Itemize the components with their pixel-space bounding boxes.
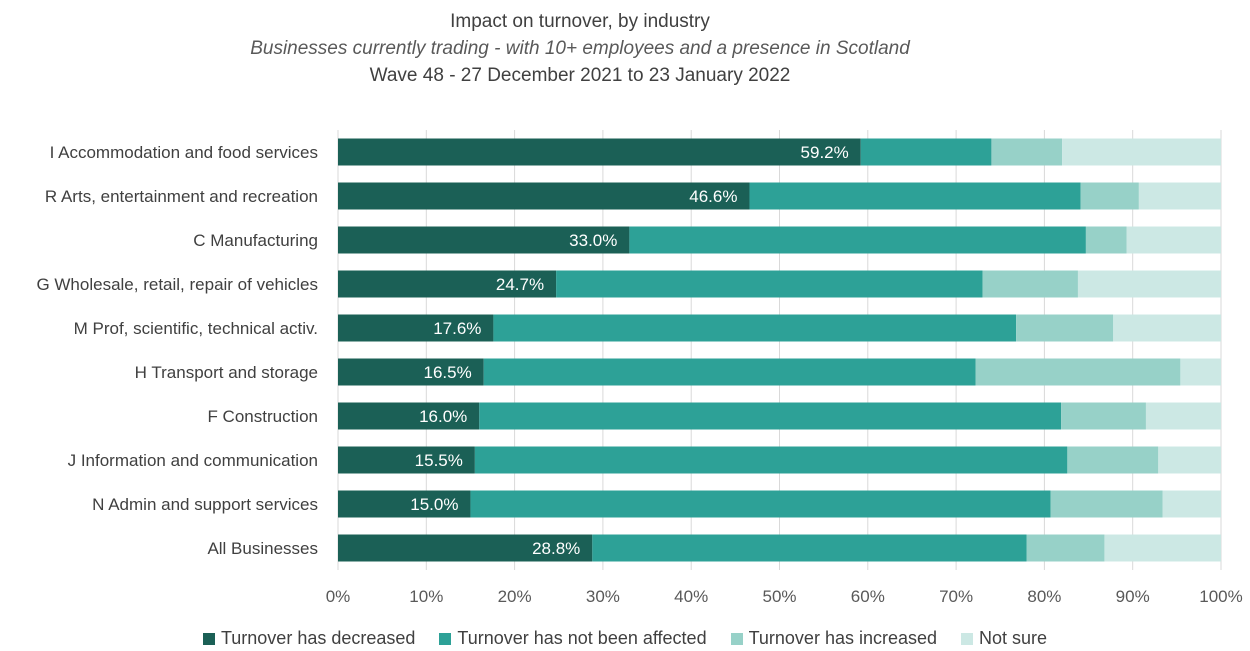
bar-segment [338,534,593,562]
bar-segment [1067,446,1159,474]
category-label: I Accommodation and food services [50,143,318,162]
bar-segment [479,402,1062,430]
bar-segment [483,358,976,386]
legend-label: Turnover has not been affected [457,628,707,648]
x-tick-label: 80% [1027,587,1061,606]
bar-segment [1085,226,1127,254]
category-label: C Manufacturing [193,231,318,250]
x-tick-label: 90% [1116,587,1150,606]
bar-segment [860,138,992,166]
category-label: J Information and communication [68,451,318,470]
bar-segment [991,138,1063,166]
x-tick-label: 20% [498,587,532,606]
legend-swatch [439,632,452,645]
category-label: G Wholesale, retail, repair of vehicles [36,275,318,294]
chart-subtitle: Businesses currently trading - with 10+ … [250,38,910,59]
chart-title: Impact on turnover, by industry [450,11,710,32]
bar-segment [1138,182,1221,210]
bar-segment [338,490,471,518]
legend-item: Not sure [961,628,1047,649]
bar-segment [1104,534,1221,562]
data-label: 33.0% [569,231,617,250]
x-tick-label: 60% [851,587,885,606]
bar-segment [749,182,1081,210]
data-label: 59.2% [801,143,849,162]
legend-swatch [730,632,743,645]
bar-segment [1113,314,1221,342]
x-tick-label: 10% [409,587,443,606]
bar-segment [1062,138,1221,166]
bar-segment [1061,402,1146,430]
bar-segment [338,226,630,254]
category-label: H Transport and storage [135,363,318,382]
bar-segment [338,138,861,166]
bar-segment [982,270,1078,298]
bar-segment [629,226,1086,254]
data-label: 16.5% [423,363,471,382]
bar-segment [1162,490,1221,518]
legend-item: Turnover has increased [730,628,938,649]
data-label: 15.0% [410,495,458,514]
x-tick-label: 100% [1199,587,1242,606]
x-tick-label: 70% [939,587,973,606]
bar-segment [1180,358,1221,386]
legend-label: Turnover has increased [748,628,938,648]
data-label: 17.6% [433,319,481,338]
bar-segment [338,270,557,298]
bar-segment [1026,534,1105,562]
legend-item: Turnover has decreased [202,628,416,649]
category-label: F Construction [207,407,318,426]
bar-segment [1145,402,1221,430]
data-label: 15.5% [415,451,463,470]
bar-segment [1080,182,1139,210]
legend-label: Not sure [979,628,1048,648]
bar-segment [338,314,494,342]
bar-segment [1077,270,1221,298]
x-tick-label: 30% [586,587,620,606]
bar-segment [1126,226,1221,254]
legend-label: Turnover has decreased [220,628,416,648]
bar-segment [338,446,475,474]
legend-swatch [202,632,215,645]
bar-segment [338,402,480,430]
legend-item: Turnover has not been affected [439,628,707,649]
legend-swatch [961,632,974,645]
category-label: M Prof, scientific, technical activ. [74,319,318,338]
bar-segment [470,490,1051,518]
data-label: 46.6% [689,187,737,206]
bar-segment [338,182,750,210]
bar-segment [556,270,983,298]
bar-segment [592,534,1027,562]
bar-segment [1158,446,1221,474]
data-label: 24.7% [496,275,544,294]
category-label: R Arts, entertainment and recreation [45,187,318,206]
x-tick-label: 40% [674,587,708,606]
x-tick-label: 50% [762,587,796,606]
bar-chart: 0% 10% 20% 30% 40% 50% 60% 70% 80% 90% 100% I Accom… [36,130,1243,606]
category-label: All Businesses [207,539,318,558]
category-label: N Admin and support services [92,495,318,514]
bar-segment [1016,314,1114,342]
bar-segment [1050,490,1163,518]
bar-segment [474,446,1068,474]
bar-segment [338,358,484,386]
data-label: 16.0% [419,407,467,426]
x-tick-label: 0% [326,587,351,606]
bar-segment [493,314,1017,342]
data-label: 28.8% [532,539,580,558]
chart-subtitle-wave: Wave 48 - 27 December 2021 to 23 January… [369,65,791,86]
chart-legend: Turnover has decreased Turnover has not b… [0,628,1250,649]
chart-titles: Impact on turnover, by industry Business… [0,8,1160,89]
bar-segment [975,358,1181,386]
